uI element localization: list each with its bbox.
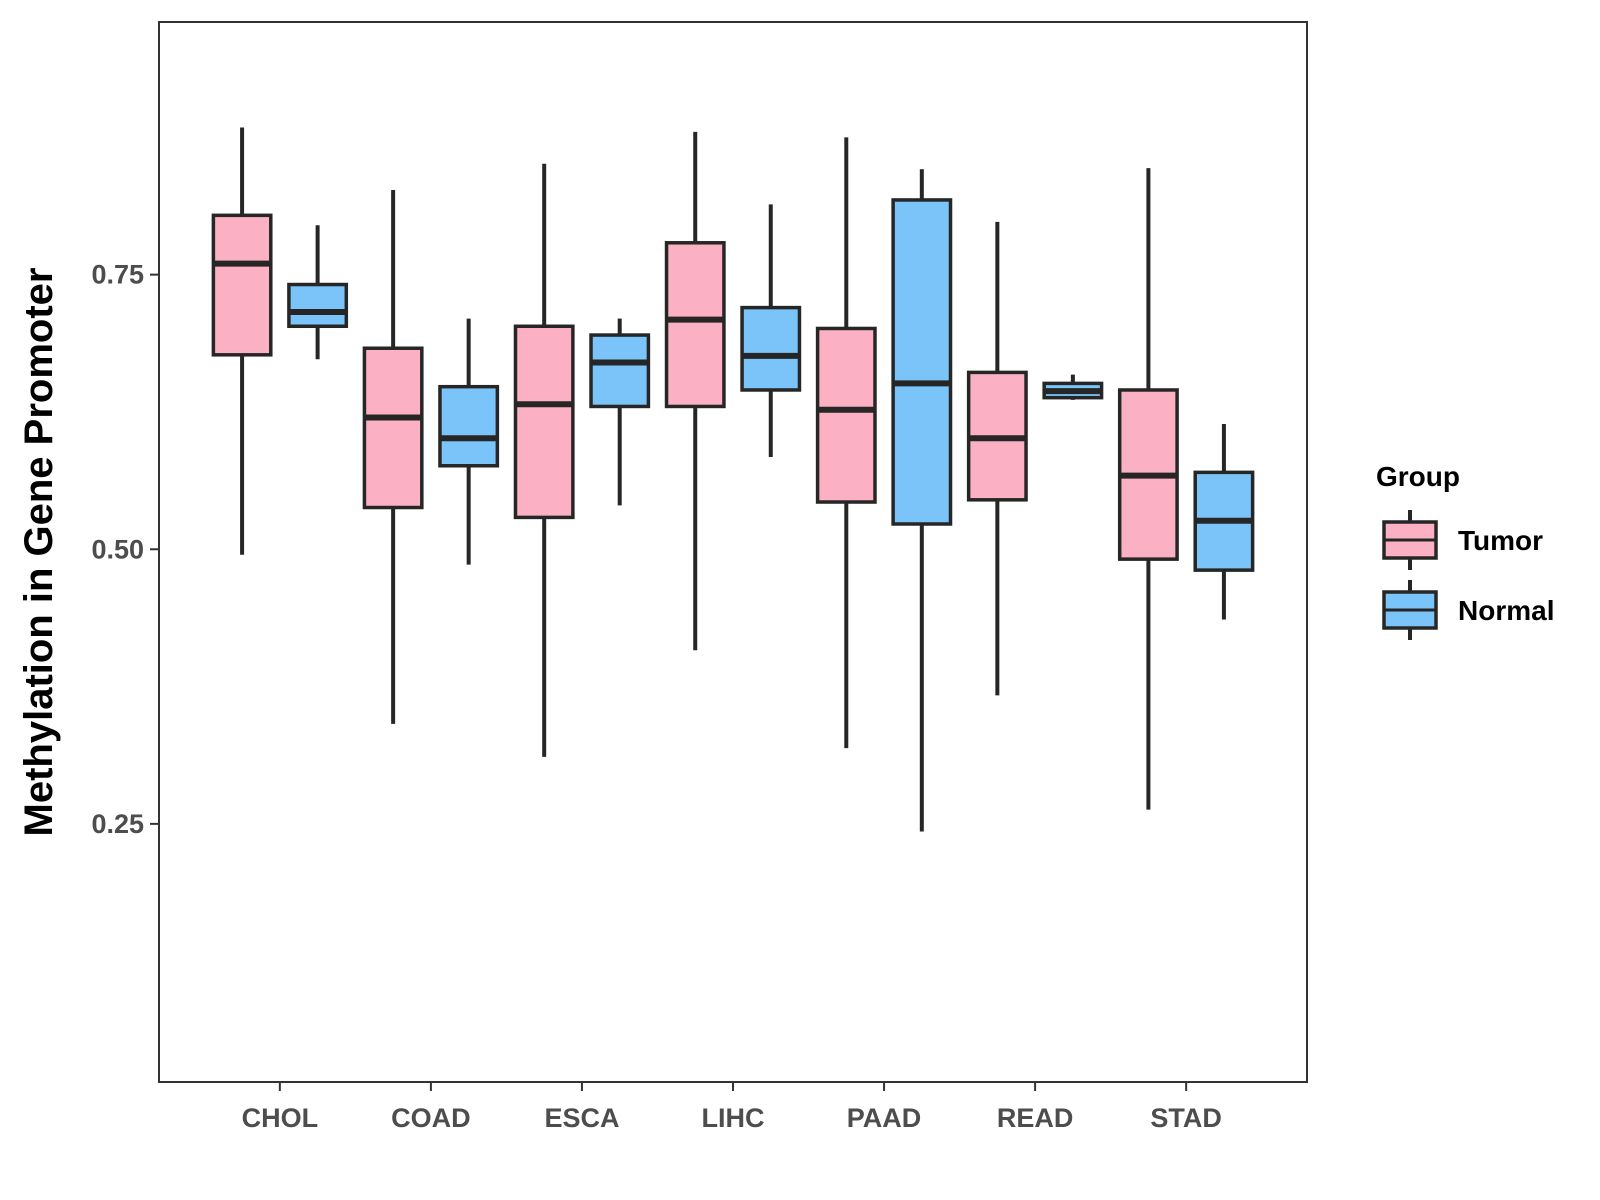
box-body bbox=[513, 324, 575, 520]
legend-label: Tumor bbox=[1458, 525, 1543, 556]
y-tick-label: 0.25 bbox=[91, 809, 144, 839]
legend-label: Normal bbox=[1458, 595, 1554, 626]
box-body bbox=[891, 198, 953, 526]
x-tick-label: READ bbox=[997, 1103, 1074, 1133]
box-body bbox=[589, 333, 651, 409]
y-axis: 0.25 0.50 0.75 bbox=[91, 260, 159, 839]
box-normal-lihc bbox=[740, 204, 802, 457]
box-normal-read bbox=[1042, 374, 1104, 400]
y-tick-label: 0.50 bbox=[91, 534, 144, 564]
box-body bbox=[438, 384, 500, 468]
box-body bbox=[740, 305, 802, 392]
x-tick-label: COAD bbox=[391, 1103, 471, 1133]
box-body bbox=[815, 326, 877, 504]
box-body bbox=[287, 282, 349, 329]
box-normal-stad bbox=[1193, 424, 1255, 620]
x-tick-label: PAAD bbox=[847, 1103, 922, 1133]
x-tick-label: ESCA bbox=[544, 1103, 619, 1133]
x-tick-label: CHOL bbox=[242, 1103, 319, 1133]
box-normal-chol bbox=[287, 225, 349, 360]
boxes bbox=[211, 127, 1255, 832]
legend: Group Tumor Normal bbox=[1376, 461, 1554, 640]
panel-border bbox=[158, 21, 1308, 1083]
legend-item-normal: Normal bbox=[1382, 580, 1554, 640]
box-tumor-coad bbox=[362, 190, 424, 724]
box-normal-coad bbox=[438, 318, 500, 565]
box-tumor-chol bbox=[211, 127, 273, 555]
y-axis-label: Methylation in Gene Promoter bbox=[17, 268, 61, 837]
legend-title: Group bbox=[1376, 461, 1460, 492]
box-normal-esca bbox=[589, 318, 651, 506]
box-normal-paad bbox=[891, 169, 953, 832]
x-tick-label: LIHC bbox=[702, 1103, 765, 1133]
box-tumor-paad bbox=[815, 137, 877, 749]
box-body bbox=[211, 213, 273, 357]
box-body bbox=[362, 346, 424, 510]
x-axis: CHOL COAD ESCA LIHC PAAD READ STAD bbox=[242, 1082, 1222, 1133]
box-tumor-lihc bbox=[664, 131, 726, 651]
box-tumor-stad bbox=[1117, 168, 1179, 810]
x-tick-label: STAD bbox=[1150, 1103, 1222, 1133]
box-body bbox=[664, 241, 726, 409]
box-tumor-esca bbox=[513, 163, 575, 757]
y-tick-label: 0.75 bbox=[91, 260, 144, 290]
box-tumor-read bbox=[966, 221, 1028, 696]
legend-item-tumor: Tumor bbox=[1382, 510, 1543, 570]
